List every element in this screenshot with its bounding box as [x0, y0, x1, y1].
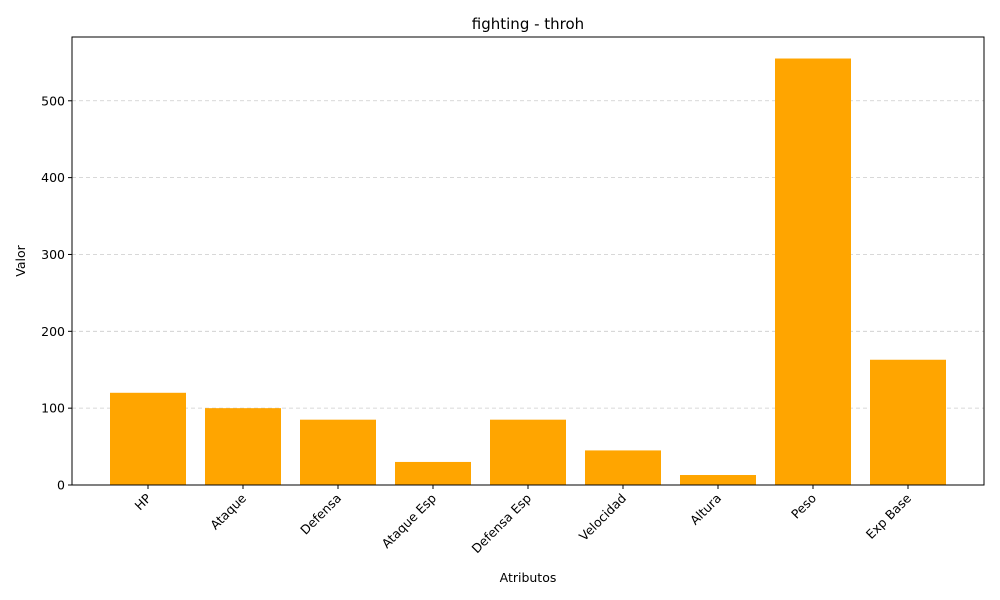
chart-title: fighting - throh — [472, 15, 584, 33]
bar-defensa-esp — [490, 419, 566, 485]
y-tick-label: 500 — [41, 93, 65, 108]
bar-defensa — [300, 419, 376, 485]
y-axis-label: Valor — [13, 244, 28, 276]
x-tick-label: Ataque — [207, 490, 249, 532]
bars — [110, 58, 946, 485]
x-tick-label: Defensa — [297, 491, 344, 538]
bar-altura — [680, 475, 756, 485]
x-tick-label: Velocidad — [576, 491, 629, 544]
bar-hp — [110, 392, 186, 485]
y-axis: 0 100 200 300 400 500 — [41, 93, 72, 493]
x-tick-label: Defensa Esp — [468, 490, 534, 556]
bar-peso — [775, 58, 851, 485]
x-tick-label: Altura — [687, 491, 724, 528]
bar-ataque — [205, 408, 281, 485]
bar-ataque-esp — [395, 461, 471, 485]
x-tick-label: Ataque Esp — [378, 490, 439, 551]
x-axis-label: Atributos — [500, 570, 557, 585]
y-tick-label: 300 — [41, 247, 65, 262]
y-tick-label: 0 — [57, 478, 65, 493]
x-tick-label: Peso — [788, 491, 819, 522]
x-tick-label: Exp Base — [863, 490, 915, 542]
bar-velocidad — [585, 450, 661, 485]
bar-exp-base — [870, 359, 946, 485]
y-tick-label: 100 — [41, 401, 65, 416]
y-tick-label: 200 — [41, 324, 65, 339]
x-tick-label: HP — [132, 490, 155, 513]
x-axis: HP Ataque Defensa Ataque Esp Defensa Esp Velo… — [132, 485, 915, 556]
y-tick-label: 400 — [41, 170, 65, 185]
